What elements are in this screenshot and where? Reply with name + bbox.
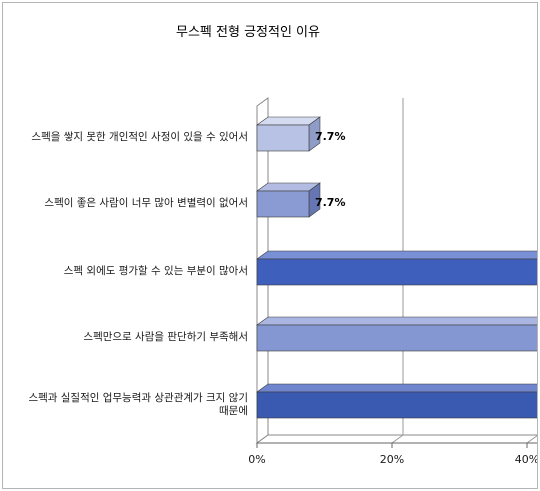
bar bbox=[256, 182, 321, 218]
value-label: 7.7% bbox=[315, 196, 346, 209]
category-label-line: 스펙 외에도 평가할 수 있는 부분이 많아서 bbox=[64, 265, 248, 277]
bar bbox=[256, 250, 537, 286]
bar-front-face bbox=[256, 258, 537, 286]
x-tick-labels: 0%20%40%60% bbox=[248, 453, 537, 466]
category-label: 스펙과 실질적인 업무능력과 상관관계가 크지 않기 때문에 bbox=[28, 391, 248, 417]
x-tick-label: 20% bbox=[380, 453, 404, 466]
bar-front-face bbox=[256, 324, 537, 352]
bar-front-face bbox=[256, 391, 537, 419]
value-label: 7.7% bbox=[315, 130, 346, 143]
category-label: 스펙 외에도 평가할 수 있는 부분이 많아서 bbox=[64, 265, 248, 277]
bar-chart: 무스펙 전형 긍정적인 이유 스펙을 쌓지 못한 개인적인 사정이 있을 수 있… bbox=[28, 25, 537, 466]
bar-top-face bbox=[256, 250, 537, 260]
category-label: 스펙이 좋은 사람이 너무 많아 변별력이 없어서 bbox=[44, 196, 248, 209]
category-label: 스펙만으로 사람을 판단하기 부족해서 bbox=[83, 330, 248, 343]
bar bbox=[256, 383, 537, 419]
bar-top-face bbox=[256, 316, 537, 326]
bar-front-face bbox=[256, 190, 310, 218]
gridline-floor bbox=[526, 435, 537, 444]
bar bbox=[256, 116, 321, 152]
x-tick-label: 40% bbox=[515, 453, 537, 466]
category-label-line: 때문에 bbox=[219, 405, 248, 417]
gridline-floor bbox=[391, 434, 404, 444]
bar bbox=[256, 316, 537, 352]
category-label: 스펙을 쌓지 못한 개인적인 사정이 있을 수 있어서 bbox=[31, 131, 248, 143]
bar-top-face bbox=[256, 383, 537, 393]
value-labels: 7.7%7.7%43.7%44.6%56.3% bbox=[315, 130, 346, 209]
x-tick-label: 0% bbox=[248, 453, 265, 466]
chart-title: 무스펙 전형 긍정적인 이유 bbox=[176, 25, 320, 40]
category-label-line: 스펙을 쌓지 못한 개인적인 사정이 있을 수 있어서 bbox=[31, 131, 248, 143]
bar-front-face bbox=[256, 124, 310, 152]
category-label-line: 스펙과 실질적인 업무능력과 상관관계가 크지 않기 bbox=[28, 391, 248, 404]
bars-group bbox=[256, 116, 537, 419]
category-label-line: 스펙이 좋은 사람이 너무 많아 변별력이 없어서 bbox=[44, 196, 248, 209]
category-label-line: 스펙만으로 사람을 판단하기 부족해서 bbox=[83, 330, 248, 343]
